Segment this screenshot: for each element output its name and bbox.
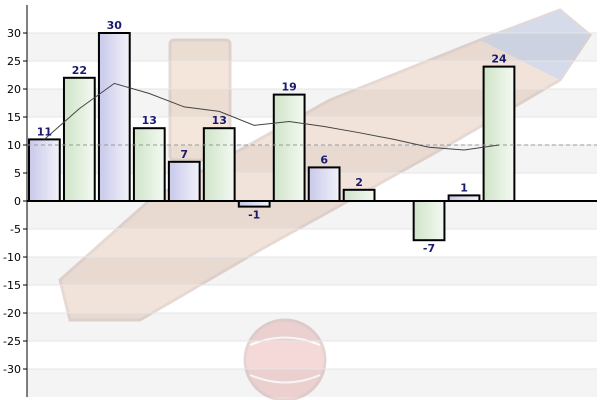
y-tick-label: 30 [7,27,21,40]
background-band [27,313,597,341]
data-labels: 11 22 30 13 7 13 -1 19 6 2 -7 1 24 [37,19,507,255]
y-tick-label: -10 [3,251,21,264]
bar [307,166,341,202]
background-band [27,341,597,369]
y-tick-label: -5 [10,223,21,236]
background-band [27,257,597,285]
data-label: 2 [355,176,363,189]
y-tick-label: -30 [3,363,21,376]
bar [272,93,306,202]
background-band [27,285,597,313]
bar [97,32,131,202]
cricket-bat-watermark-icon [58,8,592,400]
data-label: 11 [37,125,52,138]
data-label: 7 [180,148,188,161]
data-label: 19 [282,81,297,94]
background-band [27,229,597,257]
bar [202,127,236,202]
bar [167,160,201,203]
data-label: 24 [491,53,507,66]
axes: 30 25 20 15 10 5 0 -5 -10 -15 -20 -25 -30 [3,5,597,397]
y-tick-label: 10 [7,139,21,152]
y-tick-label: 20 [7,83,21,96]
bar [132,127,166,202]
y-tick-label: 5 [14,167,21,180]
data-label: -1 [248,209,260,222]
y-tick-label: 25 [7,55,21,68]
y-tick-label: 0 [14,195,21,208]
data-label: 13 [142,114,157,127]
y-tick-label: -20 [3,307,21,320]
bar [28,138,61,202]
data-label: 30 [107,19,123,32]
y-tick-label: -15 [3,279,21,292]
data-label: 22 [72,64,87,77]
y-tick-label: -25 [3,335,21,348]
lines [27,82,597,151]
data-label: 1 [460,181,468,194]
background-band [27,5,597,33]
bar [412,200,446,242]
bar [62,76,96,202]
bar [482,65,516,202]
trend-line [44,82,500,151]
data-label: -7 [423,242,435,255]
bar [342,188,376,203]
y-tick-label: 15 [7,111,21,124]
background-band [27,369,597,397]
background-band [27,201,597,229]
bars [28,32,516,242]
data-label: 13 [212,114,227,127]
data-label: 6 [320,153,328,166]
